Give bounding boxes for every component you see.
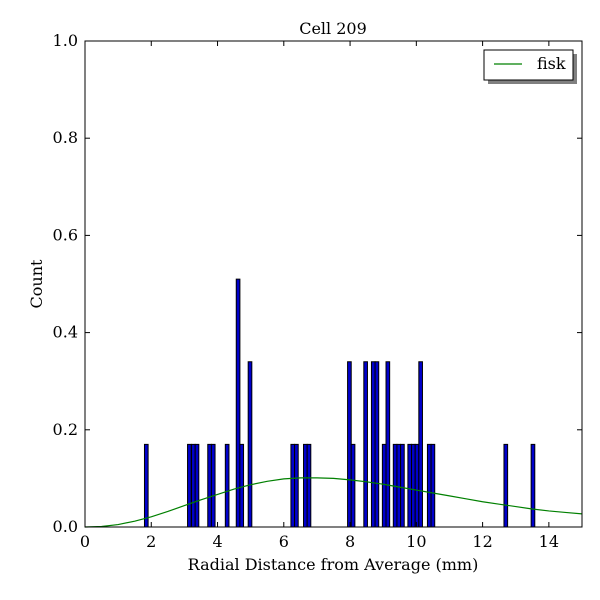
histogram-bar xyxy=(411,443,416,528)
x-tick-label: 4 xyxy=(212,532,222,551)
x-tick-label: 8 xyxy=(345,532,355,551)
histogram-bar xyxy=(503,443,509,528)
histogram-bar xyxy=(407,443,413,528)
legend: fisk xyxy=(483,49,577,84)
histogram-bar xyxy=(530,443,536,528)
histogram-bar xyxy=(294,443,299,528)
histogram-bar xyxy=(381,443,387,528)
plot-area-frame xyxy=(84,40,583,528)
chart-title: Cell 209 xyxy=(299,19,367,38)
histogram-bar xyxy=(194,443,200,528)
x-axis-label: Radial Distance from Average (mm) xyxy=(188,555,479,574)
y-tick-label: 0.6 xyxy=(53,225,78,244)
y-tick-label: 0.8 xyxy=(53,128,78,147)
legend-label: fisk xyxy=(537,54,566,73)
histogram-bar xyxy=(247,361,253,528)
y-axis-ticks: 0.0 0.2 0.4 0.6 0.8 1.0 xyxy=(53,31,582,536)
fit-curve-layer xyxy=(84,477,583,528)
y-tick-label: 0.4 xyxy=(53,323,78,342)
x-axis-ticks: 0 2 4 6 8 10 12 14 xyxy=(80,41,559,551)
x-tick-label: 2 xyxy=(146,532,156,551)
histogram-bar xyxy=(414,443,420,528)
histogram-bar xyxy=(396,443,402,528)
histogram-bar xyxy=(187,443,192,528)
histogram-bar xyxy=(306,443,312,528)
x-tick-label: 12 xyxy=(472,532,492,551)
histogram-bar xyxy=(350,443,356,528)
series-line-fisk xyxy=(84,477,583,528)
histogram-bar xyxy=(363,361,368,528)
histogram-bar xyxy=(370,361,376,528)
histogram-bar xyxy=(191,443,196,528)
histogram-bar xyxy=(400,443,405,528)
histogram-bar xyxy=(224,443,230,528)
histogram-bar xyxy=(210,443,216,528)
histogram-bar xyxy=(235,278,241,528)
histogram-bars xyxy=(143,278,536,528)
y-tick-label: 0.2 xyxy=(53,420,78,439)
y-tick-label: 0.0 xyxy=(53,517,78,536)
histogram-bar xyxy=(143,443,149,528)
histogram-bar xyxy=(303,443,308,528)
histogram-bar xyxy=(426,443,432,528)
x-tick-label: 0 xyxy=(80,532,90,551)
histogram-bar xyxy=(430,443,436,528)
histogram-bar xyxy=(207,443,212,528)
x-tick-label: 6 xyxy=(279,532,289,551)
histogram-bar xyxy=(239,443,245,528)
legend-box xyxy=(483,49,574,81)
y-tick-label: 1.0 xyxy=(53,31,78,50)
y-axis-label: Count xyxy=(27,259,46,308)
x-tick-label: 10 xyxy=(406,532,426,551)
x-tick-label: 14 xyxy=(539,532,559,551)
histogram-bar xyxy=(374,361,380,528)
histogram-bar xyxy=(290,443,296,528)
histogram-bar xyxy=(347,361,352,528)
histogram-bar xyxy=(385,361,391,528)
histogram-bar xyxy=(418,361,423,528)
